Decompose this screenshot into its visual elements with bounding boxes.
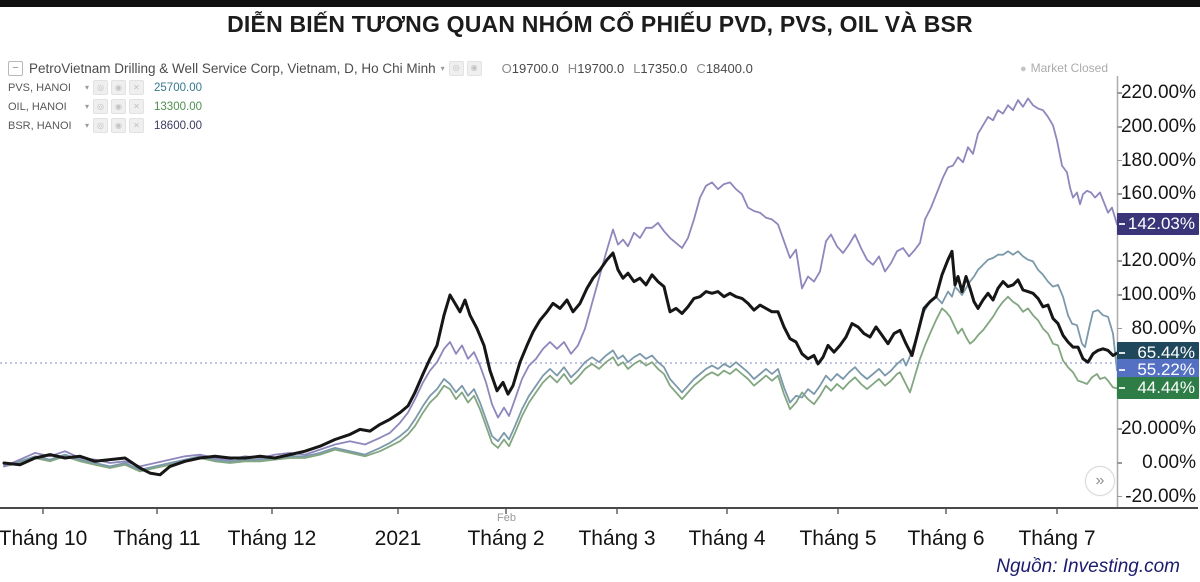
- ohlc-key: C: [696, 60, 706, 76]
- series-line-oil: [3, 295, 1118, 473]
- chevron-down-icon[interactable]: ▾: [85, 83, 90, 92]
- chevron-down-icon[interactable]: ▾: [85, 102, 90, 111]
- ohlc-value: 18400.0: [705, 60, 753, 76]
- settings-icon[interactable]: ◉: [466, 60, 482, 76]
- ohlc-values: O19700.0 H19700.0 L17350.0 C18400.0: [493, 61, 753, 76]
- x-axis-sub-label: Feb: [497, 512, 516, 524]
- close-icon[interactable]: ✕: [129, 118, 145, 133]
- x-axis-label: Tháng 6: [907, 527, 985, 550]
- x-axis-tick: [271, 509, 273, 514]
- compare-symbol-label: PVS, HANOI: [8, 81, 71, 94]
- scroll-right-button[interactable]: »: [1085, 466, 1115, 496]
- x-axis-label: Tháng 12: [227, 527, 317, 550]
- x-axis-label: 2021: [374, 527, 422, 550]
- chevron-down-icon[interactable]: ▾: [85, 121, 90, 130]
- x-axis-label: Tháng 2: [467, 527, 545, 550]
- ohlc-value: 17350.0: [640, 60, 688, 76]
- compare-symbol-value: 25700.00: [154, 81, 202, 94]
- ohlc-key: L: [633, 60, 641, 76]
- visibility-icon[interactable]: ◎: [93, 118, 109, 133]
- visibility-icon[interactable]: ◎: [448, 60, 464, 76]
- x-axis-tick: [42, 509, 44, 514]
- series-line-pvd: [2, 249, 1119, 477]
- compare-symbol-label: BSR, HANOI: [8, 119, 72, 132]
- x-axis-label: Tháng 11: [113, 527, 201, 550]
- compare-symbol-row-oil[interactable]: OIL, HANOI ▾ ◎ ◉ ✕ 13300.00: [8, 97, 753, 116]
- x-axis-tick: [945, 509, 947, 514]
- x-axis-tick: [616, 509, 618, 514]
- y-axis-tick-label: 160.00%: [1117, 183, 1196, 205]
- y-axis-tick-label: -20.00%: [1117, 486, 1196, 508]
- y-axis-tick-label: 220.00%: [1117, 82, 1196, 104]
- y-axis[interactable]: 220.00% 200.00% 180.00% 160.00% 120.00% 100.0…: [1117, 0, 1200, 582]
- y-axis-tick-label: 80.00%: [1117, 318, 1196, 340]
- series-line-pvs: [3, 97, 1118, 468]
- y-axis-tick-label: 120.00%: [1117, 250, 1196, 272]
- compare-symbol-value: 13300.00: [154, 100, 202, 113]
- compare-symbol-row-bsr[interactable]: BSR, HANOI ▾ ◎ ◉ ✕ 18600.00: [8, 116, 753, 135]
- series-line-bsr: [3, 250, 1118, 471]
- close-icon[interactable]: ✕: [129, 80, 145, 95]
- chart-legend: − PetroVietnam Drilling & Well Service C…: [8, 58, 753, 135]
- x-axis-tick: [505, 509, 507, 514]
- x-axis-tick: [726, 509, 728, 514]
- market-status-label: Market Closed: [1030, 61, 1108, 75]
- y-axis-tick-label: 200.00%: [1117, 116, 1196, 138]
- x-axis-label: Tháng 7: [1018, 527, 1096, 550]
- settings-icon[interactable]: ◉: [111, 118, 127, 133]
- x-axis-label: Tháng 3: [578, 527, 656, 550]
- price-badge-pvs: 142.03%: [1117, 213, 1199, 236]
- main-symbol-name[interactable]: PetroVietnam Drilling & Well Service Cor…: [29, 60, 436, 76]
- price-badge-bsr: 55.22%: [1117, 359, 1199, 382]
- y-axis-tick-label: 100.00%: [1117, 284, 1196, 306]
- collapse-legend-icon[interactable]: −: [8, 60, 23, 76]
- visibility-icon[interactable]: ◎: [93, 80, 109, 95]
- status-dot-icon: ●: [1019, 63, 1027, 75]
- visibility-icon[interactable]: ◎: [93, 99, 109, 114]
- x-axis-tick: [1056, 509, 1058, 514]
- page-title: DIỄN BIẾN TƯƠNG QUAN NHÓM CỔ PHIẾU PVD, …: [227, 11, 973, 37]
- price-badge-oil: 44.44%: [1117, 377, 1199, 400]
- x-axis-label: Tháng 4: [688, 527, 766, 550]
- compare-symbol-row-pvs[interactable]: PVS, HANOI ▾ ◎ ◉ ✕ 25700.00: [8, 78, 753, 97]
- x-axis-label: Tháng 10: [0, 527, 88, 550]
- close-icon[interactable]: ✕: [129, 99, 145, 114]
- ohlc-value: 19700.0: [511, 60, 559, 76]
- y-axis-tick-label: 0.00%: [1117, 452, 1196, 474]
- ohlc-value: 19700.0: [577, 60, 625, 76]
- x-axis-label: Tháng 5: [799, 527, 877, 550]
- x-axis-tick: [397, 509, 399, 514]
- compare-symbol-value: 18600.00: [154, 119, 202, 132]
- market-status: ● Market Closed: [1020, 61, 1108, 75]
- source-credit: Nguồn: Investing.com: [996, 556, 1180, 577]
- x-axis[interactable]: Tháng 10 Tháng 11 Tháng 12 2021 Tháng 2 Tháng…: [0, 527, 1200, 557]
- ohlc-key: H: [567, 60, 578, 76]
- x-axis-tick: [156, 509, 158, 514]
- price-badge-pvd: 65.44%: [1117, 342, 1199, 365]
- y-axis-tick-label: 180.00%: [1117, 150, 1196, 172]
- x-axis-tick: [837, 509, 839, 514]
- y-axis-tick-label: 20.000%: [1117, 418, 1196, 440]
- settings-icon[interactable]: ◉: [111, 99, 127, 114]
- main-symbol-row[interactable]: − PetroVietnam Drilling & Well Service C…: [8, 58, 753, 78]
- settings-icon[interactable]: ◉: [111, 80, 127, 95]
- ohlc-key: O: [501, 60, 512, 76]
- top-divider-bar: [0, 0, 1200, 7]
- chevron-down-icon[interactable]: ▾: [440, 63, 445, 73]
- compare-symbol-label: OIL, HANOI: [8, 100, 67, 113]
